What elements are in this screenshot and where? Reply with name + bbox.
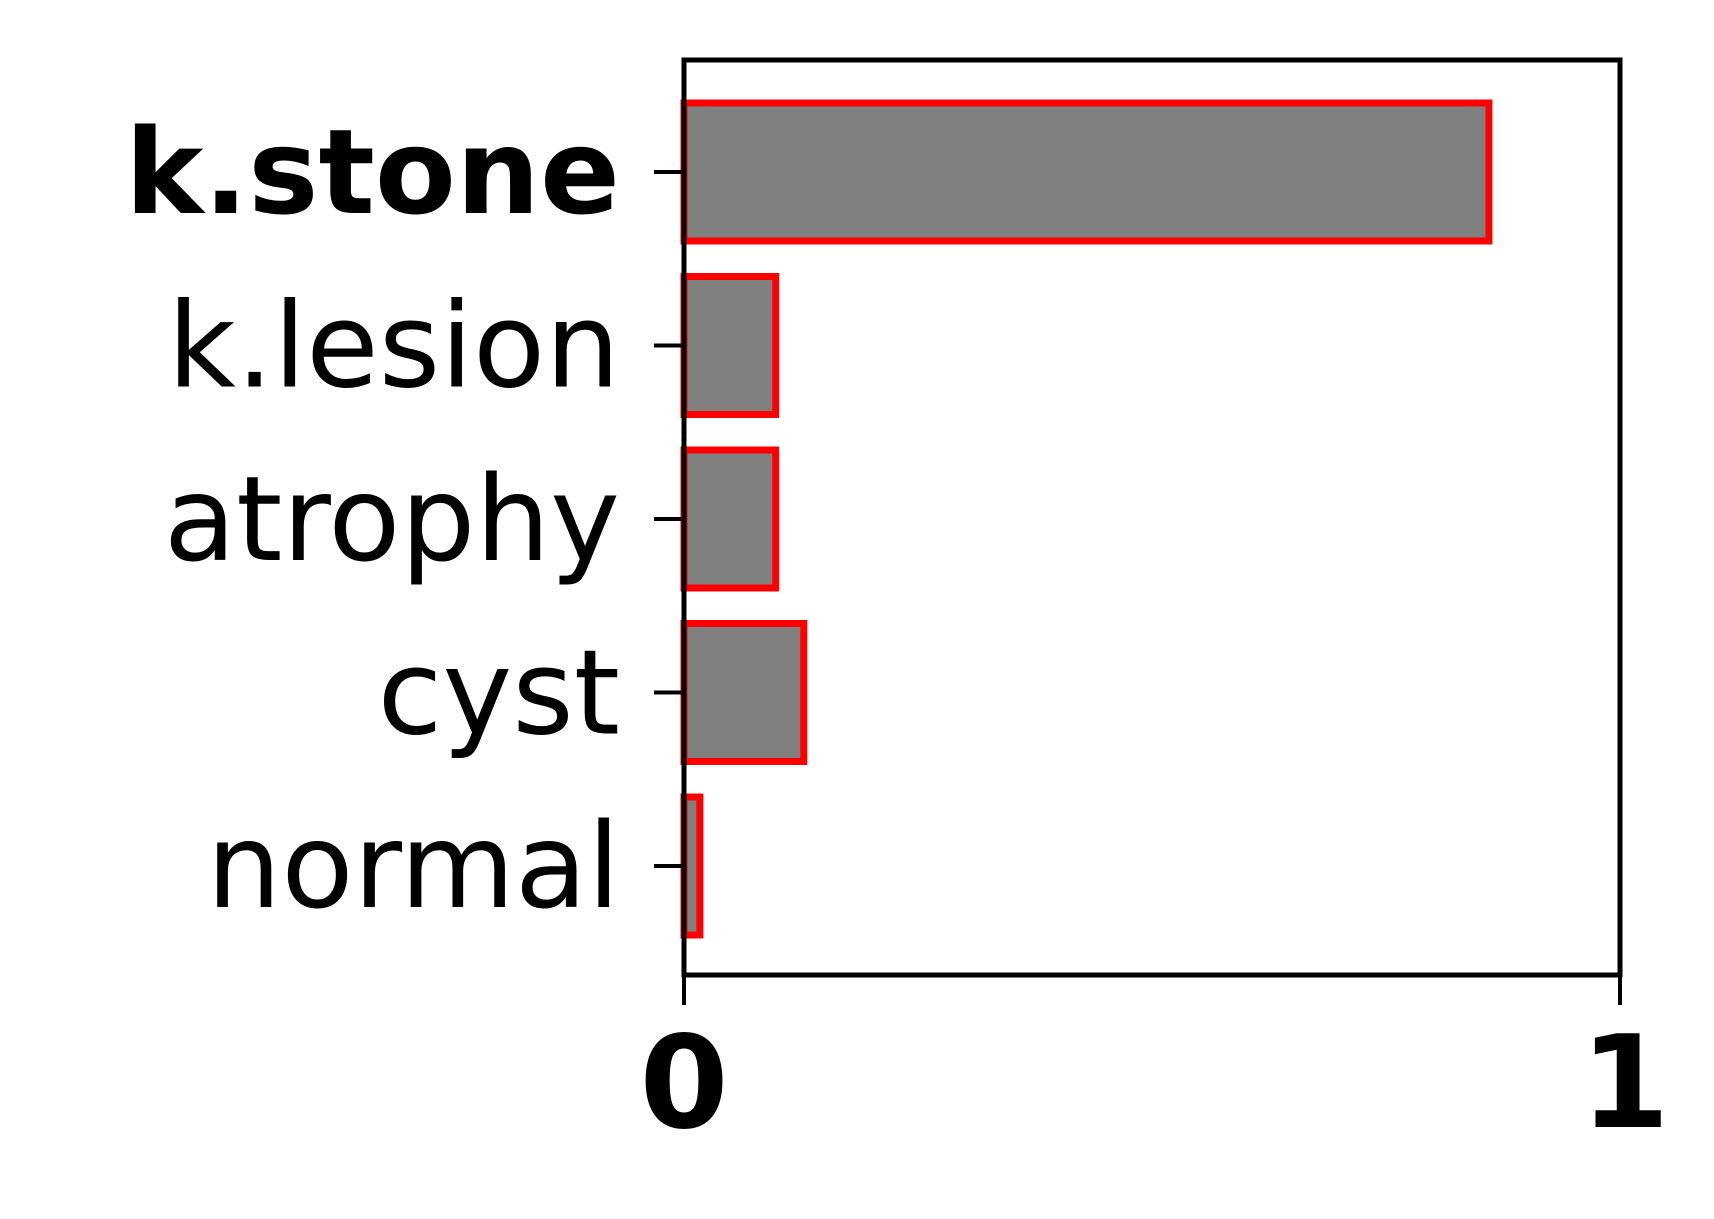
y-tick-label-cyst: cyst: [378, 624, 620, 762]
axes-layer: [654, 57, 1623, 1005]
bar-cyst: [680, 620, 808, 765]
x-tick-label-1: 1: [1580, 1009, 1669, 1158]
x-tick-label-0: 0: [639, 1009, 728, 1158]
bars-layer: [680, 99, 1493, 939]
bar-k-lesion: [680, 273, 780, 418]
bar-k-stone: [680, 99, 1493, 245]
y-tick-label-atrophy: atrophy: [164, 450, 620, 588]
y-tick-label-normal: normal: [207, 797, 620, 935]
bar-atrophy: [680, 446, 780, 592]
y-tick-label-k-stone: k.stone: [125, 103, 620, 241]
y-tick-label-k-lesion: k.lesion: [168, 277, 620, 415]
plot-frame: [681, 57, 1623, 978]
